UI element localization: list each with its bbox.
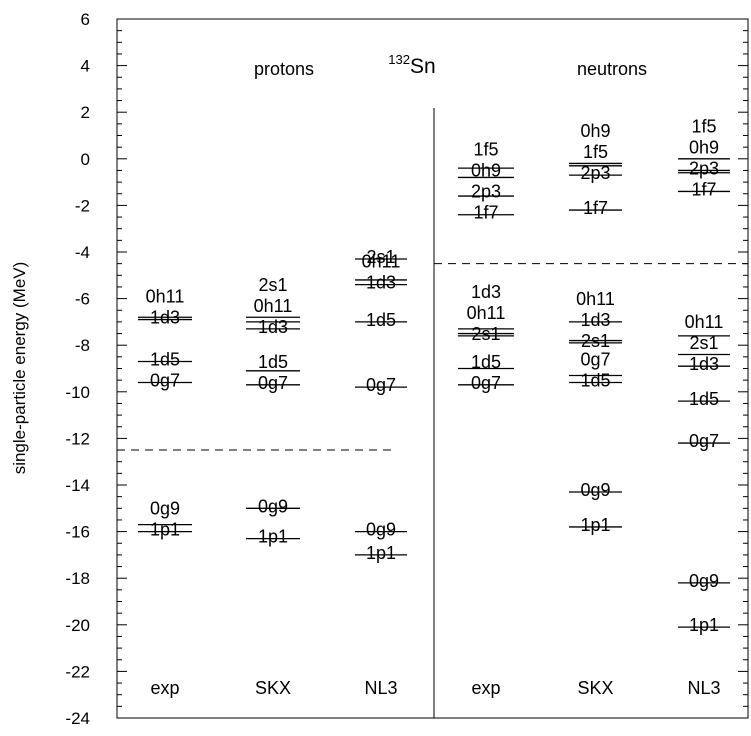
y-tick-label: -4 [75,243,90,262]
level-label-0g9: 0g9 [150,499,180,519]
y-tick-label: -10 [65,383,90,402]
y-tick-label: 0 [81,150,90,169]
level-label-1f5: 1f5 [473,140,498,160]
y-axis-title: single-particle energy (MeV) [10,262,29,475]
level-label-2p3: 2p3 [689,158,719,178]
y-tick-label: -14 [65,476,90,495]
energy-levels: 0h111d31d50g70g91p1exp2s10h111d31d50g70g… [138,116,730,698]
neutrons-label: neutrons [577,59,647,79]
level-label-0g7: 0g7 [150,370,180,390]
y-tick-label: -8 [75,336,90,355]
level-label-2s1: 2s1 [366,247,395,267]
y-tick-label: 4 [81,57,90,76]
protons-label: protons [254,59,314,79]
level-label-1d5: 1d5 [471,352,501,372]
level-label-1d3: 1d3 [150,308,180,328]
level-label-0h11: 0h11 [467,303,506,323]
level-label-1d5: 1d5 [258,352,288,372]
level-label-0g7: 0g7 [258,373,288,393]
level-label-0g7: 0g7 [689,431,719,451]
level-label-1d3: 1d3 [471,282,501,302]
level-label-1d5: 1d5 [689,389,719,409]
level-label-0g9: 0g9 [258,496,288,516]
level-label-0h9: 0h9 [580,121,610,141]
y-tick-label: -18 [65,569,90,588]
level-label-1d3: 1d3 [366,273,396,293]
level-label-1d5: 1d5 [366,310,396,330]
level-label-1d3: 1d3 [689,354,719,374]
chart-title: 132Sn [388,52,435,78]
level-label-1f5: 1f5 [691,116,716,136]
column-label: exp [471,678,500,698]
level-label-0h9: 0h9 [471,161,501,181]
level-label-0g7: 0g7 [471,373,501,393]
y-tick-label: -24 [65,709,90,728]
column-label: NL3 [364,678,397,698]
title-mass-number: 132 [388,52,410,67]
level-label-0g7: 0g7 [580,349,610,369]
level-label-1d3: 1d3 [258,317,288,337]
column-label: SKX [577,678,613,698]
title-element: Sn [410,55,436,78]
level-label-2s1: 2s1 [471,324,500,344]
y-tick-label: -12 [65,429,90,448]
column-label: NL3 [687,678,720,698]
level-label-0h11: 0h11 [254,296,293,316]
level-label-0g9: 0g9 [580,480,610,500]
level-label-2p3: 2p3 [580,163,610,183]
level-label-1f5: 1f5 [583,142,608,162]
level-label-0h11: 0h11 [576,289,615,309]
column-label: SKX [255,678,291,698]
column-label: exp [150,678,179,698]
level-label-1p1: 1p1 [258,527,288,547]
y-tick-label: -16 [65,523,90,542]
level-label-0g7: 0g7 [366,375,396,395]
level-label-1d5: 1d5 [580,370,610,390]
y-tick-label: -6 [75,290,90,309]
level-label-1p1: 1p1 [580,515,610,535]
y-tick-label: 6 [81,10,90,29]
level-label-0g9: 0g9 [366,520,396,540]
fermi-lines [117,263,748,451]
plot-frame [116,18,749,719]
level-label-2s1: 2s1 [581,331,610,351]
level-label-1f7: 1f7 [473,203,498,223]
y-tick-label: -2 [75,196,90,215]
level-label-1p1: 1p1 [150,520,180,540]
level-label-1d3: 1d3 [580,310,610,330]
level-label-1p1: 1p1 [689,615,719,635]
level-label-0h11: 0h11 [362,252,401,272]
y-axis-ticks: 6 4 2 0 -2 -4 -6 -8 -10 -12 -14 -16 -18 -20 -22 -24 [65,10,748,728]
level-label-2p3: 2p3 [471,182,501,202]
y-tick-label: -20 [65,616,90,635]
level-label-1p1: 1p1 [366,543,396,563]
level-label-1f7: 1f7 [691,179,716,199]
level-label-0h11: 0h11 [146,287,185,307]
level-label-1d5: 1d5 [150,350,180,370]
level-label-1f7: 1f7 [583,198,608,218]
level-label-0h11: 0h11 [685,312,724,332]
level-label-2s1: 2s1 [689,333,718,353]
level-label-2s1: 2s1 [258,275,287,295]
y-tick-label: 2 [81,103,90,122]
y-tick-label: -22 [65,662,90,681]
level-label-0h9: 0h9 [689,137,719,157]
level-label-0g9: 0g9 [689,571,719,591]
